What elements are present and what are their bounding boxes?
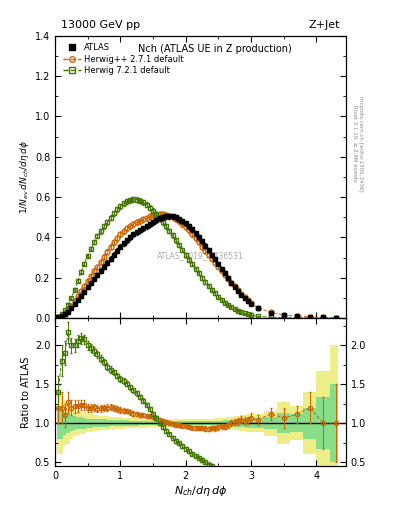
Text: ATLAS_2019_I1736531: ATLAS_2019_I1736531 xyxy=(157,251,244,261)
X-axis label: $N_{ch}/d\eta\,d\phi$: $N_{ch}/d\eta\,d\phi$ xyxy=(174,483,227,498)
Legend: ATLAS, Herwig++ 2.7.1 default, Herwig 7.2.1 default: ATLAS, Herwig++ 2.7.1 default, Herwig 7.… xyxy=(59,40,187,79)
Y-axis label: $1/N_{ev}\,dN_{ch}/d\eta\,d\phi$: $1/N_{ev}\,dN_{ch}/d\eta\,d\phi$ xyxy=(18,140,31,214)
Text: mcplots.cern.ch [arXiv:1306.3436]: mcplots.cern.ch [arXiv:1306.3436] xyxy=(358,96,364,191)
Text: Rivet 3.1.10, ≥ 2.8M events: Rivet 3.1.10, ≥ 2.8M events xyxy=(352,105,357,182)
Text: 13000 GeV pp: 13000 GeV pp xyxy=(61,20,140,30)
Text: Z+Jet: Z+Jet xyxy=(309,20,340,30)
Text: Nch (ATLAS UE in Z production): Nch (ATLAS UE in Z production) xyxy=(138,45,292,54)
Y-axis label: Ratio to ATLAS: Ratio to ATLAS xyxy=(20,356,31,428)
